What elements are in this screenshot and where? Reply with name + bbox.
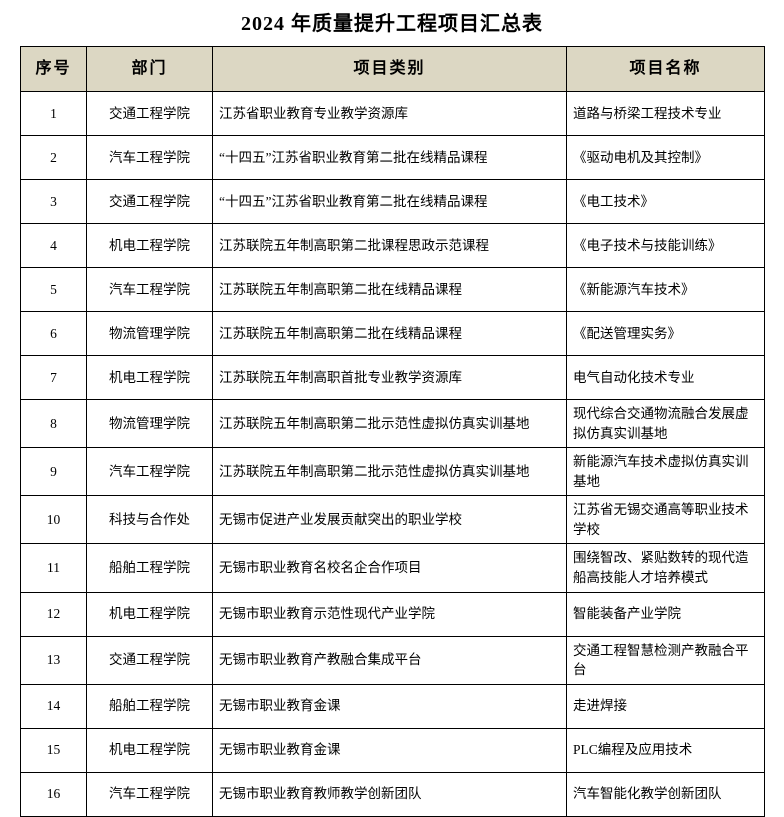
cell-project-type: “十四五”江苏省职业教育第二批在线精品课程 xyxy=(212,135,567,180)
cell-index: 3 xyxy=(20,179,87,224)
cell-project-name: 走进焊接 xyxy=(566,683,765,729)
cell-project-name: 电气自动化技术专业 xyxy=(566,355,765,400)
table-row: 14 船舶工程学院 无锡市职业教育金课 走进焊接 xyxy=(20,683,765,729)
cell-index: 10 xyxy=(20,495,87,545)
cell-index: 7 xyxy=(20,355,87,400)
cell-project-name: 围绕智改、紧贴数转的现代造船高技能人才培养模式 xyxy=(566,543,765,593)
page-title: 2024 年质量提升工程项目汇总表 xyxy=(241,13,543,35)
table-row: 16 汽车工程学院 无锡市职业教育教师教学创新团队 汽车智能化教学创新团队 xyxy=(20,771,765,817)
cell-department: 物流管理学院 xyxy=(86,311,213,356)
table-body: 1 交通工程学院 江苏省职业教育专业教学资源库 道路与桥梁工程技术专业 2 汽车工程学院 “… xyxy=(20,91,765,817)
column-header-type: 项目类别 xyxy=(212,46,567,92)
table-row: 7 机电工程学院 江苏联院五年制高职首批专业教学资源库 电气自动化技术专业 xyxy=(20,355,765,400)
cell-index: 12 xyxy=(20,591,87,637)
table-row: 10 科技与合作处 无锡市促进产业发展贡献突出的职业学校 江苏省无锡交通高等职业技术学… xyxy=(20,495,765,545)
cell-department: 交通工程学院 xyxy=(86,91,213,136)
cell-department: 汽车工程学院 xyxy=(86,771,213,817)
cell-project-type: 无锡市促进产业发展贡献突出的职业学校 xyxy=(212,495,567,545)
cell-department: 科技与合作处 xyxy=(86,495,213,545)
cell-department: 汽车工程学院 xyxy=(86,135,213,180)
cell-department: 机电工程学院 xyxy=(86,727,213,773)
cell-project-type: 无锡市职业教育金课 xyxy=(212,727,567,773)
cell-project-name: 智能装备产业学院 xyxy=(566,591,765,637)
cell-project-type: 江苏省职业教育专业教学资源库 xyxy=(212,91,567,136)
table-container: 序号 部门 项目类别 项目名称 1 交通工程学院 江苏省职业教育专业教学资源库 道路与… xyxy=(0,46,784,817)
project-summary-table: 序号 部门 项目类别 项目名称 1 交通工程学院 江苏省职业教育专业教学资源库 道路与… xyxy=(20,46,765,817)
cell-project-type: 江苏联院五年制高职第二批课程思政示范课程 xyxy=(212,223,567,268)
cell-project-name: PLC编程及应用技术 xyxy=(566,727,765,773)
cell-department: 汽车工程学院 xyxy=(86,447,213,497)
cell-project-name: 江苏省无锡交通高等职业技术学校 xyxy=(566,495,765,545)
table-row: 4 机电工程学院 江苏联院五年制高职第二批课程思政示范课程 《电子技术与技能训练》 xyxy=(20,223,765,268)
cell-project-name: 《驱动电机及其控制》 xyxy=(566,135,765,180)
cell-index: 9 xyxy=(20,447,87,497)
cell-index: 15 xyxy=(20,727,87,773)
table-header: 序号 部门 项目类别 项目名称 xyxy=(20,46,765,92)
cell-index: 6 xyxy=(20,311,87,356)
cell-department: 交通工程学院 xyxy=(86,635,213,685)
cell-project-name: 新能源汽车技术虚拟仿真实训基地 xyxy=(566,447,765,497)
table-row: 6 物流管理学院 江苏联院五年制高职第二批在线精品课程 《配送管理实务》 xyxy=(20,311,765,356)
cell-project-name: 汽车智能化教学创新团队 xyxy=(566,771,765,817)
column-header-index: 序号 xyxy=(20,46,87,92)
column-header-dept: 部门 xyxy=(86,46,213,92)
cell-project-name: 《电工技术》 xyxy=(566,179,765,224)
cell-index: 16 xyxy=(20,771,87,817)
cell-department: 机电工程学院 xyxy=(86,223,213,268)
table-row: 8 物流管理学院 江苏联院五年制高职第二批示范性虚拟仿真实训基地 现代综合交通物流融合… xyxy=(20,398,765,449)
cell-project-type: 江苏联院五年制高职第二批示范性虚拟仿真实训基地 xyxy=(212,398,567,449)
cell-department: 汽车工程学院 xyxy=(86,267,213,312)
table-row: 11 船舶工程学院 无锡市职业教育名校名企合作项目 围绕智改、紧贴数转的现代造船高技能… xyxy=(20,543,765,593)
cell-project-type: 江苏联院五年制高职首批专业教学资源库 xyxy=(212,355,567,400)
cell-index: 13 xyxy=(20,635,87,685)
cell-department: 船舶工程学院 xyxy=(86,543,213,593)
cell-index: 11 xyxy=(20,543,87,593)
cell-project-name: 道路与桥梁工程技术专业 xyxy=(566,91,765,136)
cell-project-type: 无锡市职业教育产教融合集成平台 xyxy=(212,635,567,685)
cell-department: 交通工程学院 xyxy=(86,179,213,224)
cell-index: 14 xyxy=(20,683,87,729)
cell-index: 5 xyxy=(20,267,87,312)
cell-project-type: 江苏联院五年制高职第二批在线精品课程 xyxy=(212,267,567,312)
table-row: 12 机电工程学院 无锡市职业教育示范性现代产业学院 智能装备产业学院 xyxy=(20,591,765,637)
column-header-name: 项目名称 xyxy=(566,46,765,92)
table-row: 5 汽车工程学院 江苏联院五年制高职第二批在线精品课程 《新能源汽车技术》 xyxy=(20,267,765,312)
cell-project-type: 江苏联院五年制高职第二批在线精品课程 xyxy=(212,311,567,356)
cell-index: 1 xyxy=(20,91,87,136)
cell-index: 4 xyxy=(20,223,87,268)
cell-project-name: 现代综合交通物流融合发展虚拟仿真实训基地 xyxy=(566,398,765,449)
cell-index: 8 xyxy=(20,398,87,449)
cell-project-name: 交通工程智慧检测产教融合平台 xyxy=(566,635,765,685)
cell-project-name: 《电子技术与技能训练》 xyxy=(566,223,765,268)
table-row: 3 交通工程学院 “十四五”江苏省职业教育第二批在线精品课程 《电工技术》 xyxy=(20,179,765,224)
cell-project-type: 无锡市职业教育示范性现代产业学院 xyxy=(212,591,567,637)
cell-department: 物流管理学院 xyxy=(86,398,213,449)
table-row: 13 交通工程学院 无锡市职业教育产教融合集成平台 交通工程智慧检测产教融合平台 xyxy=(20,635,765,685)
table-header-row: 序号 部门 项目类别 项目名称 xyxy=(20,46,765,92)
cell-project-type: 江苏联院五年制高职第二批示范性虚拟仿真实训基地 xyxy=(212,447,567,497)
table-row: 1 交通工程学院 江苏省职业教育专业教学资源库 道路与桥梁工程技术专业 xyxy=(20,91,765,136)
table-row: 9 汽车工程学院 江苏联院五年制高职第二批示范性虚拟仿真实训基地 新能源汽车技术虚拟仿… xyxy=(20,447,765,497)
cell-project-name: 《配送管理实务》 xyxy=(566,311,765,356)
cell-project-type: 无锡市职业教育教师教学创新团队 xyxy=(212,771,567,817)
cell-index: 2 xyxy=(20,135,87,180)
table-row: 15 机电工程学院 无锡市职业教育金课 PLC编程及应用技术 xyxy=(20,727,765,773)
cell-project-name: 《新能源汽车技术》 xyxy=(566,267,765,312)
cell-department: 机电工程学院 xyxy=(86,591,213,637)
cell-project-type: 无锡市职业教育名校名企合作项目 xyxy=(212,543,567,593)
cell-project-type: 无锡市职业教育金课 xyxy=(212,683,567,729)
cell-department: 机电工程学院 xyxy=(86,355,213,400)
table-row: 2 汽车工程学院 “十四五”江苏省职业教育第二批在线精品课程 《驱动电机及其控制》 xyxy=(20,135,765,180)
cell-department: 船舶工程学院 xyxy=(86,683,213,729)
cell-project-type: “十四五”江苏省职业教育第二批在线精品课程 xyxy=(212,179,567,224)
